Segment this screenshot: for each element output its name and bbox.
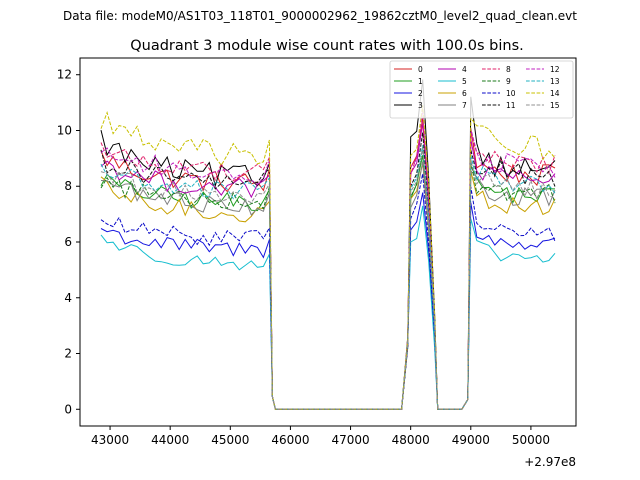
legend-box (389, 60, 574, 119)
legend-label-3: 3 (418, 101, 423, 110)
x-tick-label: 43000 (91, 433, 129, 447)
y-tick-label: 12 (57, 68, 72, 82)
legend-label-14: 14 (550, 89, 560, 98)
x-offset-label: +2.97e8 (524, 455, 576, 469)
series-lines (100, 79, 556, 410)
x-tick-label: 50000 (512, 433, 550, 447)
legend-label-4: 4 (462, 65, 467, 74)
chart-title: Quadrant 3 module wise count rates with … (130, 38, 524, 54)
legend-label-11: 11 (506, 101, 516, 110)
legend-label-5: 5 (462, 77, 467, 86)
y-tick-label: 6 (64, 235, 72, 249)
y-tick-label: 10 (57, 123, 72, 137)
x-tick-label: 47000 (331, 433, 369, 447)
series-line-12 (100, 108, 556, 410)
y-tick-label: 0 (64, 402, 72, 416)
legend-label-9: 9 (506, 77, 511, 86)
x-tick-label: 48000 (392, 433, 430, 447)
legend-label-15: 15 (550, 101, 560, 110)
legend-label-1: 1 (418, 77, 423, 86)
x-tick-label: 49000 (452, 433, 490, 447)
x-tick-label: 46000 (271, 433, 309, 447)
legend-label-0: 0 (418, 65, 423, 74)
legend-label-7: 7 (462, 101, 467, 110)
series-line-9 (100, 147, 556, 410)
x-tick-label: 45000 (211, 433, 249, 447)
y-tick-label: 2 (64, 347, 72, 361)
x-axis: 43000 44000 45000 46000 47000 48000 49000 50000 (91, 426, 550, 447)
x-tick-label: 44000 (151, 433, 189, 447)
legend-label-6: 6 (462, 89, 467, 98)
series-line-15 (100, 147, 556, 410)
legend-label-10: 10 (506, 89, 516, 98)
series-line-14 (100, 105, 556, 410)
y-tick-label: 8 (64, 179, 72, 193)
y-tick-label: 4 (64, 291, 72, 305)
legend-label-2: 2 (418, 89, 423, 98)
legend-label-8: 8 (506, 65, 511, 74)
legend-label-12: 12 (550, 65, 560, 74)
legend-label-13: 13 (550, 77, 560, 86)
chart-suptitle: Data file: modeM0/AS1T03_118T01_90000029… (63, 9, 577, 23)
y-axis: 0 2 4 6 8 10 12 (57, 68, 80, 416)
